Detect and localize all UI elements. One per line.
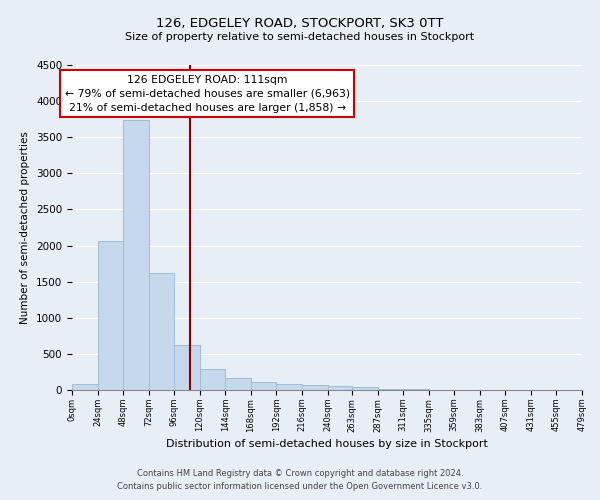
Bar [352, 388, 377, 390]
Bar [200, 369, 226, 390]
Y-axis label: Number of semi-detached properties: Number of semi-detached properties [20, 131, 31, 324]
Bar [149, 273, 174, 390]
Text: Size of property relative to semi-detached houses in Stockport: Size of property relative to semi-detach… [125, 32, 475, 42]
Bar [302, 386, 328, 390]
Bar [277, 384, 302, 390]
Bar [226, 378, 251, 390]
Bar [174, 344, 200, 390]
Bar [98, 241, 123, 390]
Bar [328, 386, 352, 390]
Bar [377, 388, 403, 390]
Text: 126 EDGELEY ROAD: 111sqm
← 79% of semi-detached houses are smaller (6,963)
21% o: 126 EDGELEY ROAD: 111sqm ← 79% of semi-d… [65, 74, 350, 113]
Bar [123, 120, 149, 390]
Bar [72, 384, 98, 390]
Text: 126, EDGELEY ROAD, STOCKPORT, SK3 0TT: 126, EDGELEY ROAD, STOCKPORT, SK3 0TT [156, 18, 444, 30]
X-axis label: Distribution of semi-detached houses by size in Stockport: Distribution of semi-detached houses by … [166, 438, 488, 448]
Text: Contains public sector information licensed under the Open Government Licence v3: Contains public sector information licen… [118, 482, 482, 491]
Bar [251, 382, 277, 390]
Text: Contains HM Land Registry data © Crown copyright and database right 2024.: Contains HM Land Registry data © Crown c… [137, 469, 463, 478]
